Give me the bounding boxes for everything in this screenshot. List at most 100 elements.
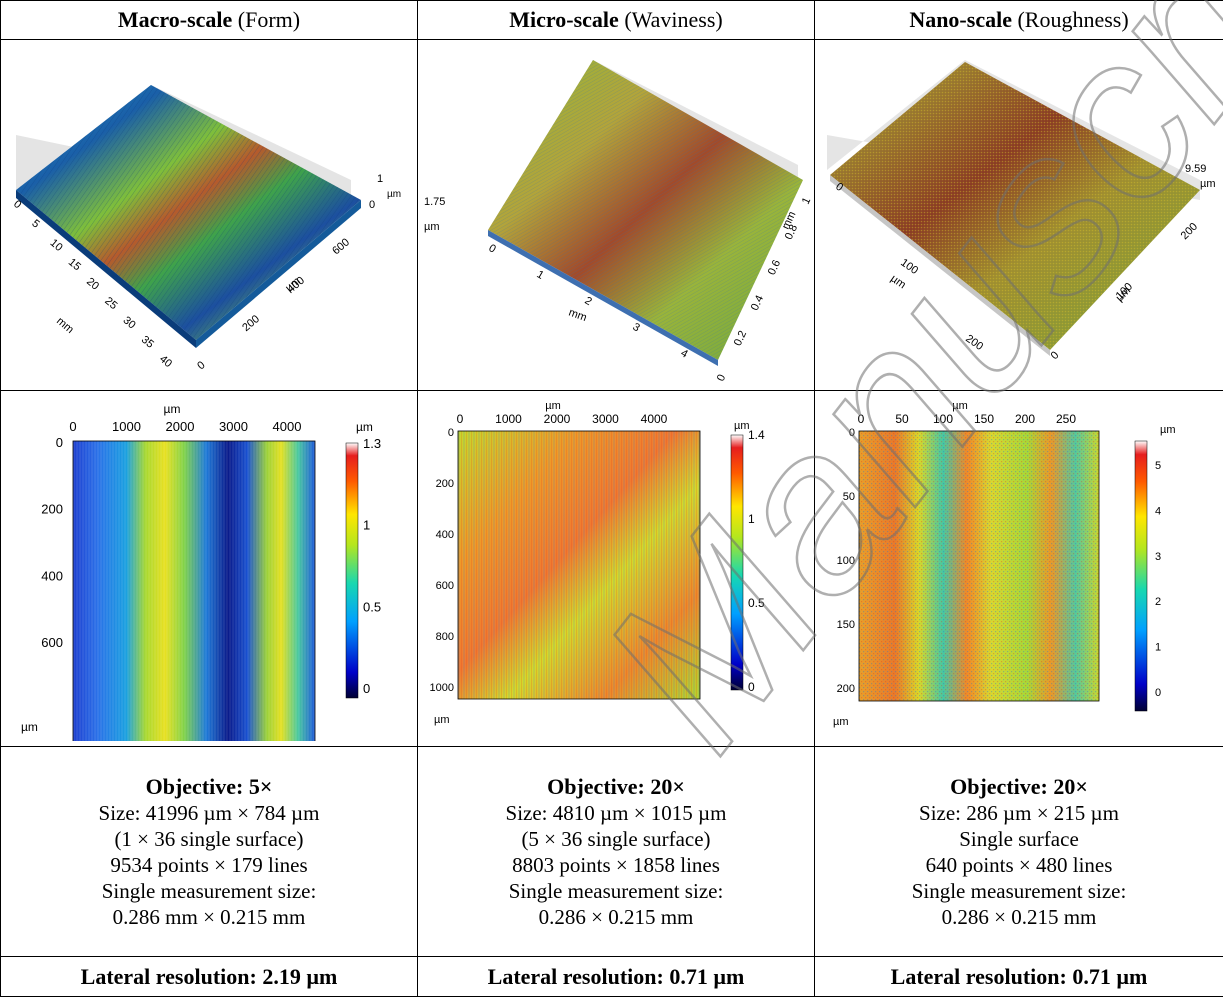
y-tick-label: 50 [843, 491, 855, 503]
size-macro: Size: 41996 µm × 784 µm [1, 800, 417, 826]
svg-text:mm: mm [54, 315, 76, 336]
points-micro: 8803 points × 1858 lines [418, 852, 814, 878]
colorbar-tick-label: 4 [1155, 505, 1161, 517]
x-tick-label: 10 [48, 237, 65, 254]
surface-count-macro: (1 × 36 single surface) [1, 826, 417, 852]
svg-text:µm: µm [21, 720, 38, 734]
colorbar-tick-label: 2 [1155, 596, 1161, 608]
single-value-nano: 0.286 × 0.215 mm [815, 904, 1223, 930]
x-tick-label: 3 [631, 321, 642, 334]
colorbar-tick-label: 0.5 [748, 596, 765, 610]
colorbar-tick-label: 0 [1155, 687, 1161, 699]
y-tick-label: 100 [837, 555, 855, 567]
x-tick-label: 250 [1056, 412, 1076, 426]
x-tick-label: 100 [898, 257, 920, 277]
svg-text:9.59: 9.59 [1185, 163, 1206, 175]
colorbar-tick-label: 0 [748, 680, 755, 694]
lateral-resolution-macro: Lateral resolution: 2.19 µm [1, 957, 418, 997]
svg-text:µm: µm [833, 716, 849, 728]
x-tick-label: 20 [84, 276, 101, 293]
svg-text:µm: µm [356, 420, 373, 434]
y-tick-label: 200 [436, 478, 454, 490]
x-tick-label: 15 [66, 256, 83, 273]
x-tick-label: 2 [583, 295, 594, 308]
spec-macro: Objective: 5× Size: 41996 µm × 784 µm (1… [1, 747, 418, 957]
spec-nano: Objective: 20× Size: 286 µm × 215 µm Sin… [815, 747, 1223, 957]
colorbar-tick-label: 1.3 [363, 436, 381, 451]
x-tick-label: 200 [1015, 412, 1035, 426]
y-tick-label: 0.6 [766, 258, 783, 277]
colorbar-tick-label: 1 [1155, 642, 1161, 654]
y-tick-label: 0 [1049, 349, 1062, 362]
single-label-micro: Single measurement size: [418, 878, 814, 904]
points-nano: 640 points × 480 lines [815, 852, 1223, 878]
x-tick-label: 2000 [544, 412, 571, 426]
single-label-macro: Single measurement size: [1, 878, 417, 904]
objective-nano: Objective: 20× [815, 774, 1223, 800]
svg-text:1: 1 [377, 173, 383, 185]
colorbar-micro [731, 435, 743, 690]
x-tick-label: 25 [102, 295, 119, 312]
y-tick-label: 800 [436, 631, 454, 643]
svg-text:µm: µm [545, 400, 561, 412]
spec-micro: Objective: 20× Size: 4810 µm × 1015 µm (… [418, 747, 815, 957]
x-tick-label: 1000 [495, 412, 522, 426]
single-value-micro: 0.286 × 0.215 mm [418, 904, 814, 930]
lateral-resolution-nano: Lateral resolution: 0.71 µm [815, 957, 1223, 997]
surface-count-micro: (5 × 36 single surface) [418, 826, 814, 852]
y-tick-label: 400 [41, 568, 63, 583]
colorbar-tick-label: 5 [1155, 460, 1161, 472]
x-tick-label: 0 [457, 412, 464, 426]
svg-text:µm: µm [952, 400, 968, 412]
y-tick-label: 0 [849, 427, 855, 439]
svg-text:µm: µm [164, 402, 181, 416]
x-tick-label: 1 [535, 269, 546, 282]
x-tick-label: 0 [11, 198, 23, 211]
colorbar-macro [346, 443, 358, 698]
x-tick-label: 0 [858, 412, 865, 426]
y-tick-label: 150 [837, 619, 855, 631]
x-tick-label: 5 [29, 218, 41, 231]
y-tick-label: 0 [56, 435, 63, 450]
colorbar-nano [1135, 441, 1147, 711]
lateral-resolution-micro: Lateral resolution: 0.71 µm [418, 957, 815, 997]
column-header-micro: Micro-scale (Waviness) [418, 1, 815, 40]
x-tick-label: 4000 [641, 412, 668, 426]
svg-text:0: 0 [369, 199, 375, 211]
y-tick-label: 600 [436, 580, 454, 592]
y-tick-label: 1 [800, 196, 813, 207]
x-tick-label: 0 [69, 419, 76, 434]
x-tick-label: 1000 [112, 419, 141, 434]
x-tick-label: 4 [679, 347, 690, 360]
svg-text:µm: µm [387, 189, 401, 200]
colorbar-tick-label: 0.5 [363, 599, 381, 614]
y-tick-label: 0.2 [732, 329, 749, 348]
svg-text:µm: µm [1200, 178, 1216, 190]
colorbar-tick-label: 1.4 [748, 428, 765, 442]
x-tick-label: 35 [139, 334, 156, 351]
x-tick-label: 40 [157, 353, 174, 370]
objective-macro: Objective: 5× [1, 774, 417, 800]
x-tick-label: 2000 [166, 419, 195, 434]
svg-text:µm: µm [434, 714, 450, 726]
colorbar-tick-label: 0 [363, 681, 370, 696]
single-label-nano: Single measurement size: [815, 878, 1223, 904]
x-tick-label: 200 [963, 333, 985, 353]
y-tick-label: 0.4 [749, 294, 766, 313]
y-tick-label: 400 [436, 529, 454, 541]
x-tick-label: 100 [933, 412, 953, 426]
y-tick-label: 1000 [430, 682, 454, 694]
colorbar-tick-label: 3 [1155, 551, 1161, 563]
y-tick-label: 0 [715, 373, 728, 384]
size-micro: Size: 4810 µm × 1015 µm [418, 800, 814, 826]
x-tick-label: 0 [487, 242, 498, 255]
